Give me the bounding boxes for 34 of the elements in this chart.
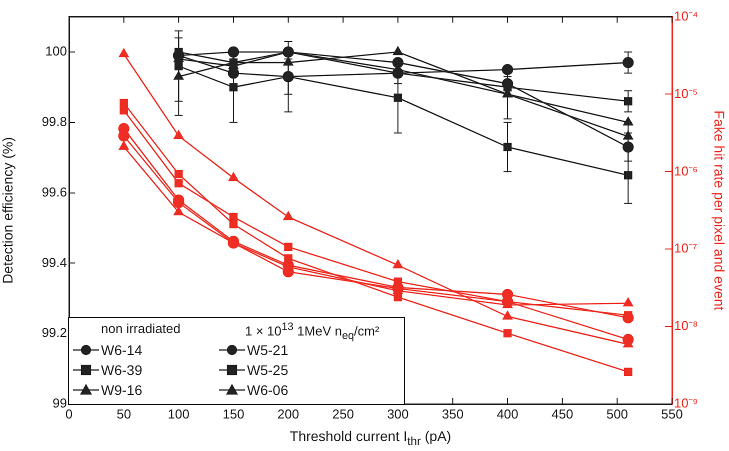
x-tick-label: 350: [442, 406, 464, 422]
y-tick-label: 99.8: [42, 114, 67, 129]
y2-tick-label: 10⁻⁵: [674, 86, 698, 101]
x-tick-label: 450: [552, 406, 574, 422]
x-tick-label: 50: [116, 406, 132, 422]
y-tick-label: 99: [52, 396, 67, 411]
y-tick-label: 99.2: [42, 325, 67, 340]
x-tick-label: 150: [222, 406, 244, 422]
x-tick-label: 500: [606, 406, 628, 422]
x-tick-label: 300: [387, 406, 409, 422]
legend-label: W9-16: [101, 382, 142, 398]
x-tick-label: 200: [277, 406, 300, 422]
y-tick-label: 100: [45, 44, 67, 59]
y-tick-label: 99.4: [42, 254, 67, 270]
x-tick-label: 550: [661, 406, 683, 422]
y2-tick-label: 10⁻⁸: [674, 318, 698, 334]
x-tick-label: 0: [65, 406, 73, 422]
legend-label: W6-14: [101, 342, 142, 358]
x-tick-label: 400: [496, 406, 518, 422]
x-tick-label: 250: [332, 406, 354, 422]
x-tick-label: 100: [168, 406, 190, 422]
legend-label: W6-39: [101, 362, 142, 378]
x-axis-title: Threshold current I$_{thr}$ (pA): [288, 428, 452, 448]
legend-label: W6-06: [247, 382, 288, 398]
legend-label: W5-21: [247, 342, 288, 358]
y2-axis-title: Fake hit rate per pixel and event: [712, 110, 728, 311]
y2-tick-label: 10⁻⁴: [674, 8, 698, 24]
legend-label: W5-25: [247, 362, 288, 378]
y2-tick-label: 10⁻⁷: [674, 240, 698, 256]
y-tick-label: 99.6: [42, 184, 67, 200]
y2-tick-label: 10⁻⁶: [674, 163, 698, 178]
annotation: non irradiated: [101, 321, 180, 336]
annotation: 1 × 10$^{13}$ 1MeV n$_{eq}$/cm²: [245, 321, 380, 342]
y-axis-title: Detection efficiency (%): [0, 136, 16, 284]
